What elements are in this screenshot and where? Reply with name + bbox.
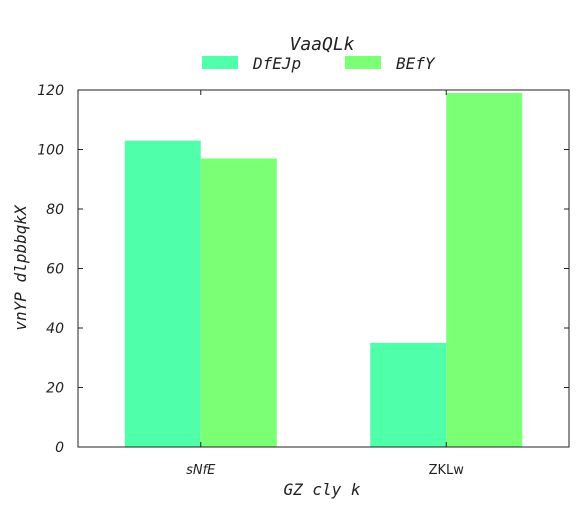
y-tick-label: 100 [37, 143, 64, 159]
y-tick-label: 80 [46, 202, 64, 218]
bar-DfEJp-ZKLw [370, 342, 447, 447]
y-tick-label: 120 [37, 83, 64, 99]
bar-BEfY-sNfE [200, 158, 277, 448]
y-tick-label: 60 [46, 262, 64, 278]
legend-label-DfEJp: DfEJp [252, 54, 301, 73]
chart-title: VaaQLk [289, 34, 354, 55]
y-tick-label: 0 [55, 440, 64, 456]
bars-group [124, 92, 523, 448]
bar-BEfY-ZKLw [446, 92, 523, 447]
y-tick-label: 40 [46, 321, 64, 337]
legend-swatch-BEfY [345, 56, 381, 69]
x-axis-ticks: sNfE ZKLw [186, 90, 464, 478]
x-axis-label: GZ cly k [283, 480, 360, 499]
legend-label-BEfY: BEfY [396, 54, 436, 73]
legend: DfEJp BEfY [202, 54, 436, 73]
bar-DfEJp-sNfE [124, 140, 201, 447]
x-tick-label: sNfE [186, 463, 216, 478]
y-axis-ticks: 0 20 40 60 80 100 120 [37, 83, 569, 456]
y-axis-label: vnYP dlpbbqkX [11, 204, 30, 331]
legend-swatch-DfEJp [202, 56, 238, 69]
x-tick-label: ZKLw [429, 463, 465, 478]
y-tick-label: 20 [46, 381, 64, 397]
